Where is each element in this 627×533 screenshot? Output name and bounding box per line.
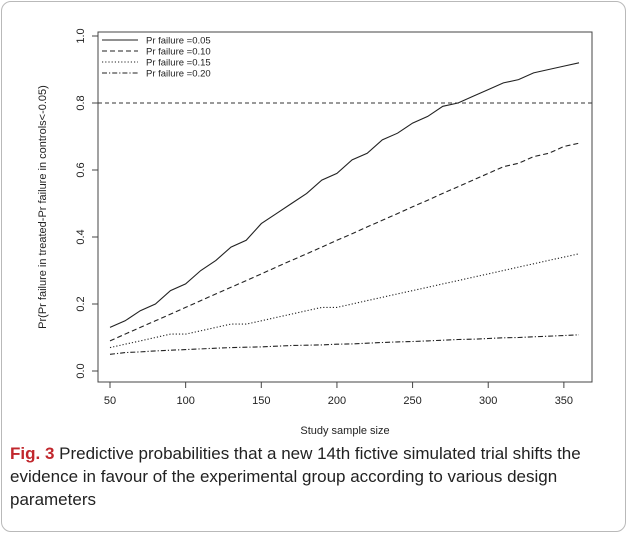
legend-label: Pr failure =0.15 <box>146 58 211 69</box>
y-tick-label: 0.2 <box>75 296 87 311</box>
y-tick-label: 0.4 <box>75 229 87 244</box>
x-tick-label: 250 <box>403 395 421 407</box>
legend-label: Pr failure =0.20 <box>146 69 211 80</box>
y-tick-label: 1.0 <box>75 28 87 43</box>
plot-area <box>97 31 593 383</box>
x-tick-label: 150 <box>252 395 270 407</box>
y-axis-label: Pr(Pr failure in treated-Pr failure in c… <box>37 85 49 329</box>
x-tick-label: 200 <box>328 395 346 407</box>
x-tick-label: 350 <box>555 395 573 407</box>
figure-caption: Fig. 3 Predictive probabilities that a n… <box>10 442 618 511</box>
figure-label: Fig. 3 <box>10 444 55 463</box>
series-line-4 <box>109 334 580 355</box>
x-tick-label: 300 <box>479 395 497 407</box>
y-tick-label: 0.0 <box>75 363 87 378</box>
legend-label: Pr failure =0.05 <box>146 36 211 47</box>
y-tick-label: 0.6 <box>75 162 87 177</box>
legend-label: Pr failure =0.10 <box>146 47 211 58</box>
caption-text: Predictive probabilities that a new 14th… <box>10 444 581 509</box>
series-line-2 <box>109 142 580 342</box>
x-axis-label: Study sample size <box>300 425 389 437</box>
x-tick-label: 100 <box>176 395 194 407</box>
x-tick-label: 50 <box>104 395 116 407</box>
series-line-1 <box>109 62 580 328</box>
line-chart: 0.00.20.40.60.81.0 50 100 150 200 250 300 350 … <box>37 28 593 437</box>
series-line-3 <box>109 253 580 349</box>
y-tick-label: 0.8 <box>75 95 87 110</box>
